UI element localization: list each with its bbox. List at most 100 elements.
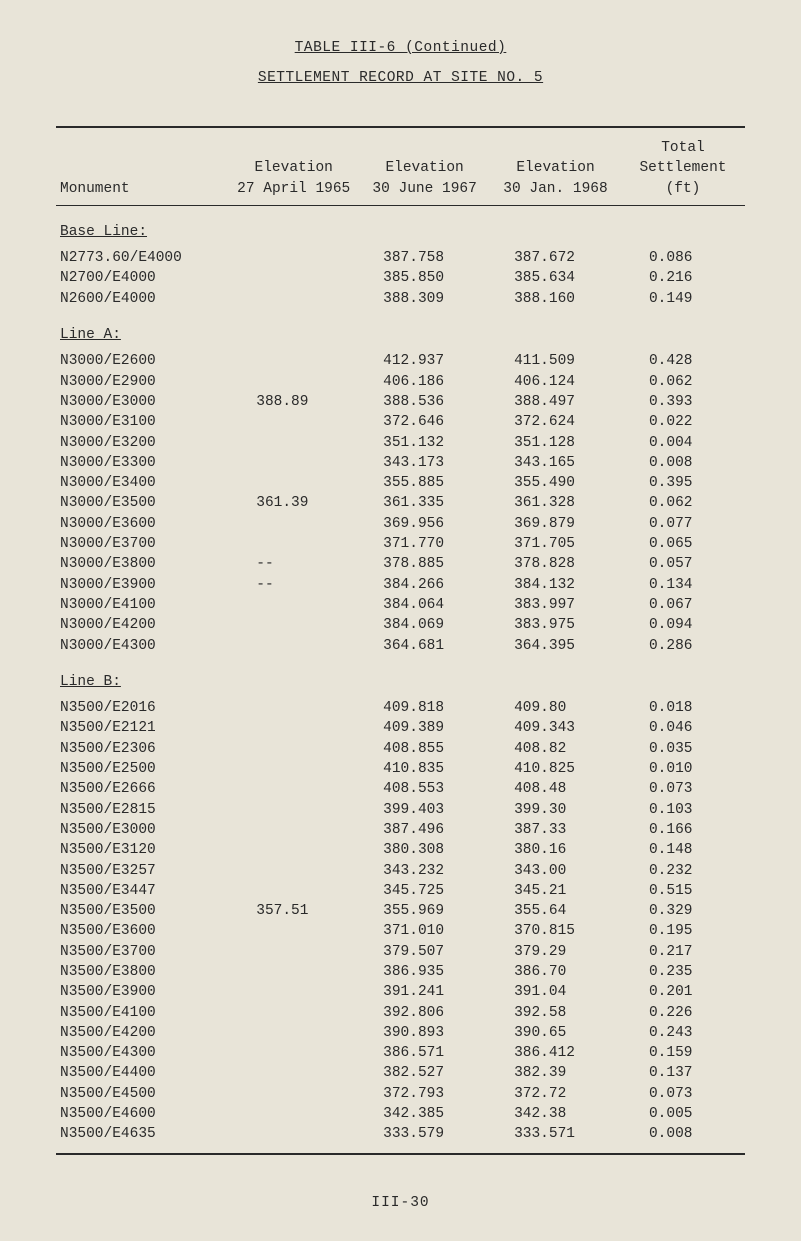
cell-monument: N3000/E3000 [56,392,228,412]
cell-elev-1968: 408.48 [490,779,621,799]
cell-monument: N3500/E3700 [56,942,228,962]
section-label: Line A: [60,327,121,343]
cell-monument: N3000/E3200 [56,433,228,453]
table-row: N3000/E3700371.770371.7050.065 [56,534,745,554]
table-row: N3500/E4500372.793372.720.073 [56,1084,745,1104]
cell-monument: N3500/E4200 [56,1023,228,1043]
cell-elev-1968: 370.815 [490,921,621,941]
cell-elev-1965 [228,433,359,453]
table-row: N3500/E4600342.385342.380.005 [56,1104,745,1124]
table-row: N3500/E4200390.893390.650.243 [56,1023,745,1043]
cell-elev-1968: 383.975 [490,615,621,635]
cell-elev-1965 [228,800,359,820]
cell-elev-1967: 342.385 [359,1104,490,1124]
cell-elev-1968: 410.825 [490,759,621,779]
table-row: N3000/E3600369.956369.8790.077 [56,514,745,534]
cell-total: 0.010 [621,759,745,779]
cell-total: 0.134 [621,575,745,595]
cell-monument: N3500/E4300 [56,1043,228,1063]
cell-elev-1965 [228,595,359,615]
cell-elev-1968: 355.64 [490,901,621,921]
cell-elev-1965 [228,739,359,759]
cell-elev-1965 [228,861,359,881]
cell-elev-1968: 342.38 [490,1104,621,1124]
cell-elev-1967: 388.309 [359,289,490,309]
cell-elev-1965 [228,412,359,432]
table-row: N3000/E4100384.064383.9970.067 [56,595,745,615]
section-label: Base Line: [60,224,147,240]
cell-monument: N3500/E4400 [56,1063,228,1083]
cell-elev-1968: 371.705 [490,534,621,554]
cell-monument: N3000/E2900 [56,372,228,392]
table-row: N3000/E3300343.173343.1650.008 [56,453,745,473]
cell-total: 0.166 [621,820,745,840]
cell-elev-1965 [228,453,359,473]
cell-total: 0.216 [621,268,745,288]
cell-total: 0.428 [621,351,745,371]
table-header-row: Monument Elevation 27 April 1965 Elevati… [56,127,745,205]
table-row: N2773.60/E4000387.758387.6720.086 [56,248,745,268]
table-row: N3500/E3447345.725345.210.515 [56,881,745,901]
cell-elev-1967: 408.855 [359,739,490,759]
cell-elev-1965 [228,921,359,941]
table-row: N3500/E4100392.806392.580.226 [56,1003,745,1023]
cell-total: 0.008 [621,1124,745,1144]
cell-elev-1968: 409.80 [490,698,621,718]
cell-elev-1968: 380.16 [490,840,621,860]
cell-elev-1967: 380.308 [359,840,490,860]
table-row: N3500/E3800386.935386.700.235 [56,962,745,982]
cell-monument: N3000/E4100 [56,595,228,615]
cell-total: 0.226 [621,1003,745,1023]
document-page: TABLE III-6 (Continued) SETTLEMENT RECOR… [0,0,801,1241]
cell-monument: N3500/E2121 [56,718,228,738]
cell-total: 0.243 [621,1023,745,1043]
cell-elev-1965 [228,698,359,718]
cell-elev-1965 [228,636,359,656]
cell-elev-1968: 383.997 [490,595,621,615]
cell-elev-1965 [228,268,359,288]
cell-elev-1968: 409.343 [490,718,621,738]
cell-elev-1965: -- [228,554,359,574]
cell-total: 0.103 [621,800,745,820]
cell-elev-1967: 412.937 [359,351,490,371]
cell-elev-1965 [228,779,359,799]
cell-monument: N3500/E4100 [56,1003,228,1023]
cell-monument: N3500/E4635 [56,1124,228,1144]
cell-elev-1968: 385.634 [490,268,621,288]
cell-monument: N3500/E2500 [56,759,228,779]
settlement-table: Monument Elevation 27 April 1965 Elevati… [56,126,745,1155]
section-row: Line B: [56,656,745,698]
cell-monument: N3500/E3600 [56,921,228,941]
col-monument: Monument [56,127,228,205]
cell-total: 0.057 [621,554,745,574]
cell-elev-1965 [228,1023,359,1043]
table-subtitle: SETTLEMENT RECORD AT SITE NO. 5 [258,70,543,86]
cell-elev-1968: 372.72 [490,1084,621,1104]
table-row: N3500/E3900391.241391.040.201 [56,982,745,1002]
cell-elev-1967: 406.186 [359,372,490,392]
col-elev-1968-l1: Elevation [516,160,594,176]
cell-elev-1968: 406.124 [490,372,621,392]
cell-total: 0.393 [621,392,745,412]
cell-elev-1965 [228,1063,359,1083]
cell-total: 0.201 [621,982,745,1002]
cell-monument: N3500/E2016 [56,698,228,718]
cell-elev-1965 [228,615,359,635]
cell-elev-1965 [228,759,359,779]
section-label: Line B: [60,674,121,690]
col-elev-1965-l2: 27 April 1965 [237,181,350,197]
table-row: N3500/E2306408.855408.820.035 [56,739,745,759]
col-total-l1: Total [661,140,705,156]
cell-elev-1968: 387.672 [490,248,621,268]
cell-elev-1965 [228,534,359,554]
cell-monument: N2773.60/E4000 [56,248,228,268]
page-footer: III-30 [56,1195,745,1211]
cell-total: 0.217 [621,942,745,962]
table-row: N3500/E3600371.010370.8150.195 [56,921,745,941]
cell-elev-1968: 372.624 [490,412,621,432]
cell-elev-1968: 399.30 [490,800,621,820]
table-row: N3500/E3257343.232343.000.232 [56,861,745,881]
cell-total: 0.077 [621,514,745,534]
cell-total: 0.022 [621,412,745,432]
cell-elev-1967: 384.069 [359,615,490,635]
